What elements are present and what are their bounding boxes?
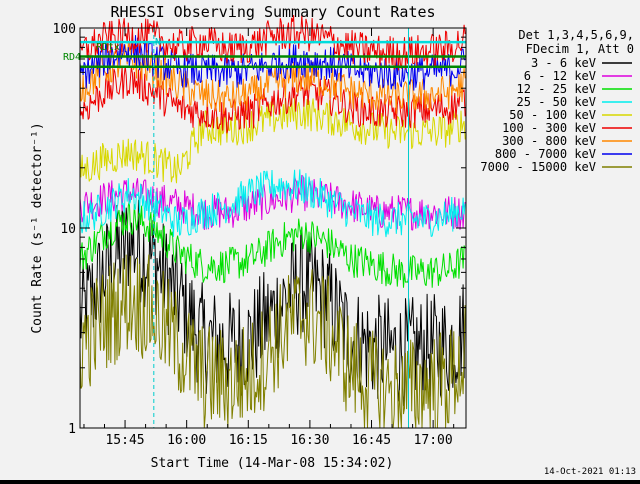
legend-header-line-2: FDecim 1, Att 0 (526, 42, 634, 56)
x-tick-label: 16:00 (167, 433, 206, 448)
y-axis-label: Count Rate (s⁻¹ detector⁻¹) (30, 122, 45, 333)
flag-label-n: N (155, 37, 161, 48)
legend-entry-label: 3 - 6 keV (531, 56, 596, 70)
timestamp: 14-Oct-2021 01:13 (544, 467, 636, 477)
legend-entry-label: 50 - 100 keV (509, 108, 596, 122)
y-tick-label: 10 (60, 222, 76, 237)
x-tick-label: 17:00 (414, 433, 453, 448)
chart-title: RHESSI Observing Summary Count Rates (110, 3, 435, 21)
legend-header-line-1: Det 1,3,4,5,6,9, (518, 28, 634, 42)
x-tick-label: 16:30 (290, 433, 329, 448)
x-tick-label: 16:15 (229, 433, 268, 448)
x-tick-label: 15:45 (105, 433, 144, 448)
x-axis-label: Start Time (14-Mar-08 15:34:02) (151, 456, 394, 471)
legend-entry-label: 300 - 800 keV (502, 134, 596, 148)
y-tick-label: 100 (53, 22, 76, 37)
legend-entry-label: 100 - 300 keV (502, 121, 596, 135)
legend-entry-label: 6 - 12 keV (524, 69, 596, 83)
x-tick-label: 16:45 (352, 433, 391, 448)
legend-entry-label: 7000 - 15000 keV (480, 160, 596, 174)
y-tick-label: 1 (68, 422, 76, 437)
legend-entry-label: 800 - 7000 keV (495, 147, 596, 161)
legend-entry-label: 12 - 25 keV (517, 82, 596, 96)
flag-label-rd4: RD4 (63, 52, 81, 63)
legend-entry-label: 25 - 50 keV (517, 95, 596, 109)
flag-label-rdtx: RDtx (96, 42, 120, 53)
